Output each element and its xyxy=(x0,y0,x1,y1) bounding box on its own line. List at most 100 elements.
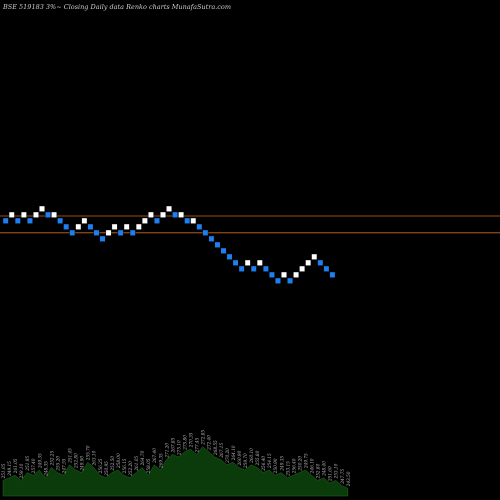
volume-label: 263.10 xyxy=(92,450,97,466)
volume-label: 259.70 xyxy=(243,453,248,469)
volume-label: 246.10 xyxy=(310,458,315,474)
volume-label: 251.95 xyxy=(25,456,30,472)
volume-label: 247.55 xyxy=(62,458,67,474)
volume-label: 260.10 xyxy=(249,448,254,464)
renko-brick xyxy=(105,229,112,236)
volume-label: 252.50 xyxy=(110,456,115,472)
renko-brick xyxy=(14,217,21,224)
renko-brick xyxy=(281,271,287,278)
volume-label: 247.75 xyxy=(340,469,345,485)
volume-label: 259.10 xyxy=(19,463,24,479)
renko-brick xyxy=(184,217,191,224)
renko-brick xyxy=(8,211,15,218)
renko-brick xyxy=(250,265,257,272)
volume-label: 270.35 xyxy=(189,432,194,448)
volume-label: 249.90 xyxy=(80,456,85,472)
renko-brick xyxy=(232,259,239,266)
renko-brick xyxy=(20,211,27,218)
volume-label: 251.60 xyxy=(328,466,333,482)
renko-brick xyxy=(81,217,88,224)
volume-label: 267.85 xyxy=(170,437,175,453)
renko-brick xyxy=(160,211,166,218)
renko-brick xyxy=(166,205,172,212)
volume-label: 252.80 xyxy=(316,463,321,479)
volume-label: 261.05 xyxy=(13,458,18,474)
reference-lines xyxy=(0,215,500,234)
volume-label: 252.20 xyxy=(128,461,133,477)
volume-label: 253.15 xyxy=(285,461,290,477)
renko-brick xyxy=(220,247,227,254)
volume-label: 255.20 xyxy=(55,456,60,472)
renko-brick xyxy=(117,229,124,236)
volume-label: 270.20 xyxy=(225,448,230,464)
volume-label: 256.40 xyxy=(291,458,296,474)
volume-label: 272.85 xyxy=(201,430,206,446)
volume-label: 250.95 xyxy=(104,461,109,477)
renko-brick xyxy=(2,217,9,224)
renko-brick xyxy=(311,253,318,260)
renko-brick xyxy=(305,259,312,266)
volume-label: 255.70 xyxy=(86,445,91,461)
volume-label: 272.40 xyxy=(207,435,212,451)
volume-label: 256.40 xyxy=(261,456,266,472)
renko-brick xyxy=(154,217,160,224)
renko-brick xyxy=(129,229,136,236)
volume-label: 248.35 xyxy=(43,461,48,477)
renko-brick xyxy=(51,211,58,218)
volume-label: 267.15 xyxy=(219,443,224,459)
volume-label: 249.75 xyxy=(304,453,309,469)
volume-area-path xyxy=(2,446,349,497)
renko-brick xyxy=(329,271,336,278)
volume-label: 258.00 xyxy=(116,453,121,469)
renko-brick xyxy=(172,211,178,218)
volume-label: 257.40 xyxy=(31,458,36,474)
renko-brick xyxy=(99,235,106,242)
renko-brick xyxy=(202,229,209,236)
volume-label: 251.05 xyxy=(1,463,6,479)
renko-brick xyxy=(317,259,324,266)
renko-brick xyxy=(214,241,221,248)
renko-brick xyxy=(33,211,39,218)
renko-brick xyxy=(287,277,293,284)
renko-brick xyxy=(45,211,51,218)
volume-label: 248.40 xyxy=(322,461,327,477)
renko-bricks xyxy=(2,205,336,284)
renko-brick xyxy=(123,223,130,230)
volume-label: 256.15 xyxy=(122,458,127,474)
volume-area xyxy=(2,446,349,497)
volume-label: 269.35 xyxy=(158,453,163,469)
volume-label: 277.45 xyxy=(195,437,200,453)
renko-brick xyxy=(226,253,233,260)
renko-brick xyxy=(256,259,263,266)
volume-label: 260.90 xyxy=(237,450,242,466)
renko-brick xyxy=(147,211,154,218)
volume-label: 249.35 xyxy=(37,453,42,469)
volume-label: 243.50 xyxy=(346,471,351,487)
volume-label: 264.70 xyxy=(140,450,145,466)
renko-brick xyxy=(196,223,203,230)
volume-label: 275.80 xyxy=(183,435,188,451)
chart-title: BSE 519183 3%~ Closing Daily data Renko … xyxy=(2,3,231,11)
volume-label: 267.40 xyxy=(152,448,157,464)
renko-brick xyxy=(111,223,118,230)
renko-brick xyxy=(39,205,45,212)
volume-label: 252.80 xyxy=(74,453,79,469)
renko-brick xyxy=(208,235,215,242)
volume-label: 255.80 xyxy=(255,450,260,466)
renko-brick xyxy=(293,271,299,278)
renko-brick xyxy=(323,265,330,272)
volume-label: 252.25 xyxy=(49,450,54,466)
renko-brick xyxy=(135,223,142,230)
volume-label: 250.90 xyxy=(273,458,278,474)
volume-label: 251.45 xyxy=(68,448,73,464)
renko-brick xyxy=(244,259,251,266)
renko-brick xyxy=(63,223,70,230)
renko-brick xyxy=(262,265,269,272)
volume-label: 250.20 xyxy=(297,456,302,472)
volume-label: 254.15 xyxy=(267,453,272,469)
renko-brick xyxy=(178,211,185,218)
volume-label: 249.15 xyxy=(7,461,12,477)
renko-brick xyxy=(299,265,306,272)
